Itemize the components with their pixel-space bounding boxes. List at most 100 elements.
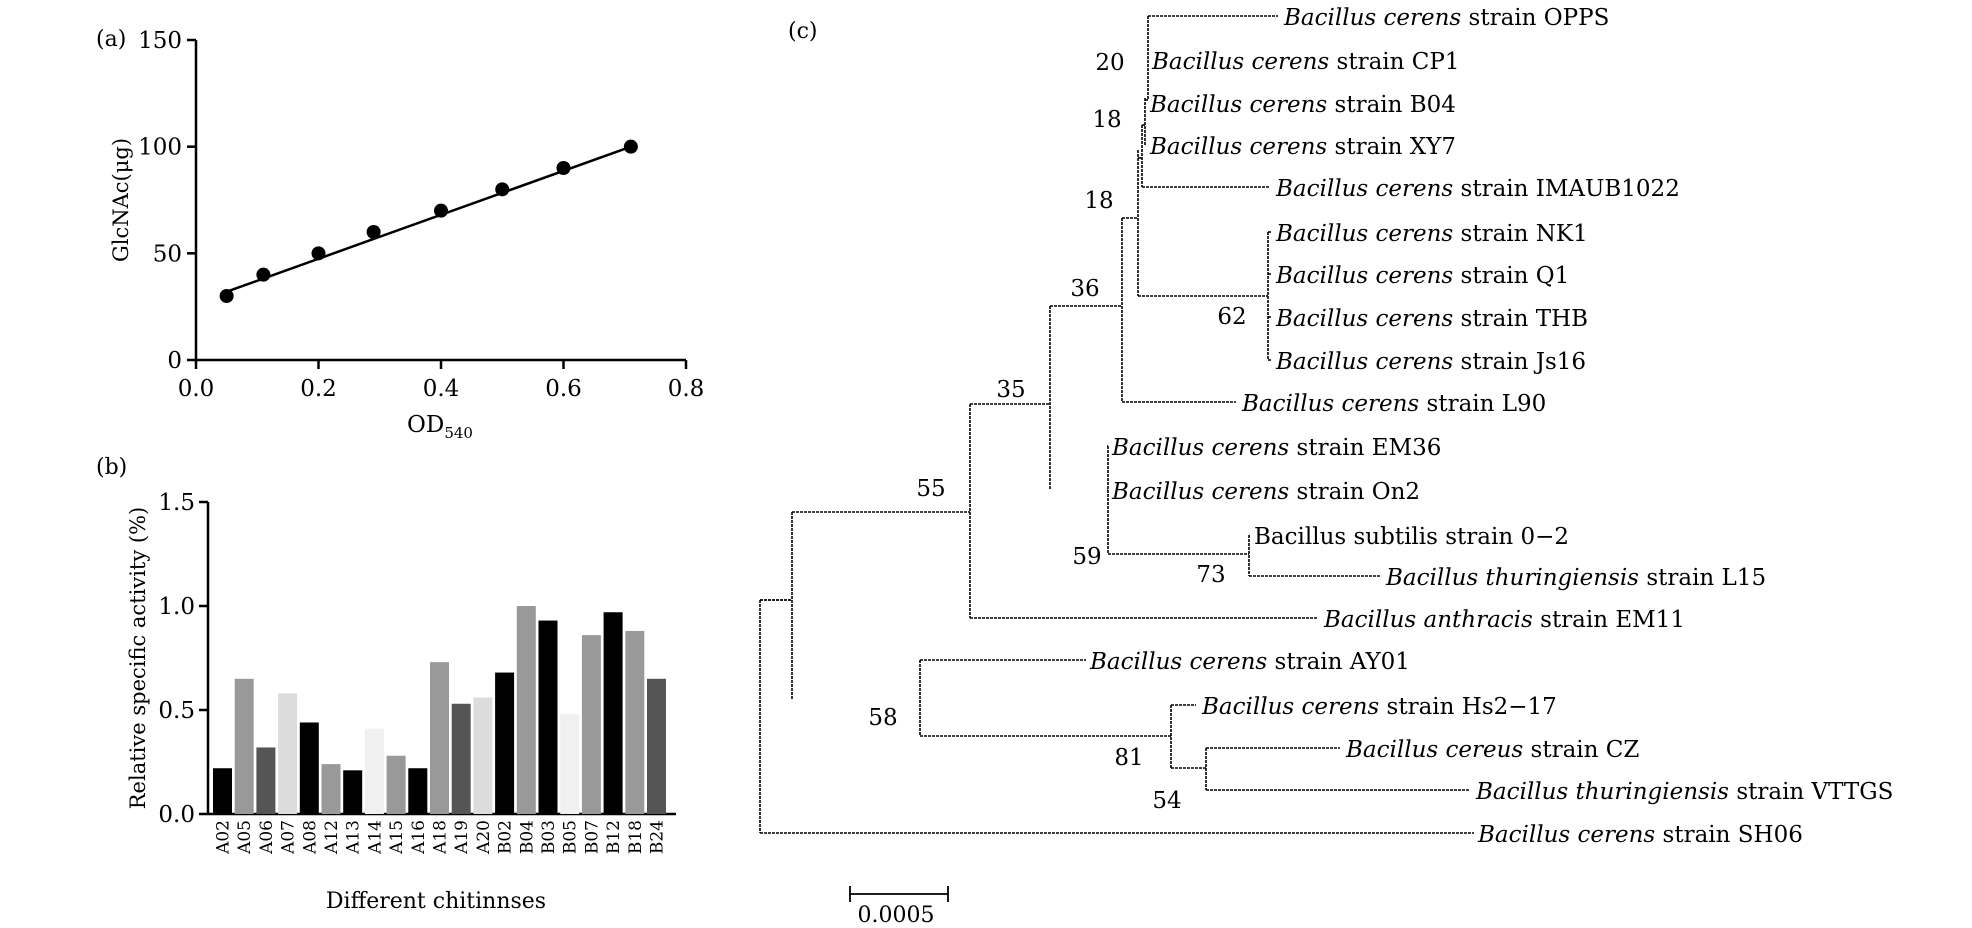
- leaf-label: Bacillus cerens strain OPPS: [1283, 5, 1609, 31]
- y-tick-label: 150: [138, 28, 182, 54]
- bootstrap-value: 18: [1084, 188, 1113, 214]
- leaf-strain: strain AY01: [1275, 649, 1410, 675]
- category-label: A08: [300, 820, 320, 855]
- leaf-genus: Bacillus cerens: [1201, 694, 1387, 720]
- bar: [299, 722, 319, 814]
- bootstrap-value: 59: [1072, 544, 1101, 570]
- bootstrap-value: 55: [916, 476, 945, 502]
- leaf-strain: strain CP1: [1337, 49, 1460, 75]
- bar: [560, 714, 580, 814]
- leaf-genus: Bacillus cerens: [1275, 263, 1461, 289]
- leaf-label: Bacillus cerens strain Hs2−17: [1201, 694, 1557, 720]
- bar: [647, 678, 666, 814]
- category-label: A13: [344, 820, 364, 855]
- category-label: B02: [496, 820, 516, 854]
- leaf-genus: Bacillus cerens: [1241, 391, 1427, 417]
- leaf-label: Bacillus subtilis strain 0−2: [1254, 524, 1569, 550]
- leaf-strain: strain NK1: [1461, 221, 1588, 247]
- leaf-label: Bacillus thuringiensis strain VTTGS: [1475, 779, 1893, 805]
- panel-a: (a) 0 50 100 150 0.0 0.2 0.4 0.6 0.8 OD540 GlcN…: [96, 27, 704, 442]
- leaf-strain: strain L90: [1427, 391, 1547, 417]
- leaf-genus: Bacillus cerens: [1477, 822, 1663, 848]
- category-label: B24: [648, 820, 668, 854]
- x-tick-label: 0.6: [545, 376, 582, 402]
- category-label: A12: [322, 820, 342, 855]
- leaf-genus: Bacillus cerens: [1275, 349, 1461, 375]
- category-label: B05: [561, 820, 581, 854]
- panel-b-y-label: Relative specific activity (%): [126, 507, 150, 810]
- leaf-genus: Bacillus cerens: [1149, 134, 1335, 160]
- leaf-genus: Bacillus cereus: [1345, 737, 1531, 763]
- data-point: [256, 267, 271, 282]
- data-point: [623, 139, 638, 154]
- leaf-strain: strain B04: [1335, 92, 1456, 118]
- x-tick-label: 0.0: [178, 376, 215, 402]
- bar: [234, 678, 254, 814]
- bar: [364, 728, 384, 814]
- panel-b-y-ticks: 0.0 0.5 1.0 1.5: [158, 490, 208, 828]
- leaf-genus: Bacillus cerens: [1111, 479, 1297, 505]
- leaf-genus: Bacillus cerens: [1283, 5, 1469, 31]
- bar: [430, 662, 449, 814]
- bar: [213, 768, 232, 814]
- data-point: [219, 289, 234, 303]
- category-label: B04: [517, 820, 537, 854]
- category-label: A07: [279, 820, 299, 855]
- panel-a-label: (a): [96, 27, 126, 52]
- category-label: A14: [365, 820, 385, 855]
- category-label: A15: [387, 820, 407, 855]
- leaf-label: Bacillus cerens strain NK1: [1275, 221, 1588, 247]
- leaf-strain: strain CZ: [1531, 737, 1640, 763]
- category-label: A18: [431, 820, 451, 855]
- panel-b: (b) 0.00.51.01.5 A02 A05 A06 A07 A08 A12 A13 A1…: [96, 455, 676, 914]
- leaf-genus: Bacillus cerens: [1275, 176, 1461, 202]
- y-tick-label: 0.5: [158, 698, 195, 724]
- leaf-genus: Bacillus cerens: [1111, 435, 1297, 461]
- panel-c: (c) Bacillus cerens strain OPPSBacillus …: [759, 5, 1893, 928]
- category-label: A02: [214, 820, 234, 855]
- leaf-label: Bacillus cerens strain L90: [1241, 391, 1546, 417]
- category-label: A20: [474, 820, 494, 855]
- leaf-label: Bacillus cerens strain CP1: [1151, 49, 1459, 75]
- leaf-label: Bacillus cerens strain EM36: [1111, 435, 1441, 461]
- bar: [256, 747, 276, 814]
- x-tick-label: 0.8: [668, 376, 705, 402]
- scale-bar-label: 0.0005: [858, 903, 935, 928]
- bar: [603, 612, 623, 814]
- leaf-genus: Bacillus anthracis: [1323, 607, 1540, 633]
- category-label: B07: [582, 820, 602, 854]
- leaf-label: Bacillus cereus strain CZ: [1345, 737, 1639, 763]
- leaf-strain: strain Js16: [1461, 349, 1587, 375]
- x-tick-label: 0.4: [423, 376, 460, 402]
- bar: [516, 606, 536, 814]
- bootstrap-value: 81: [1114, 745, 1143, 771]
- data-point: [366, 225, 381, 239]
- leaf-label: Bacillus cerens strain Q1: [1275, 263, 1569, 289]
- category-label: A05: [235, 820, 255, 855]
- bar: [495, 672, 515, 814]
- bootstrap-value: 20: [1095, 50, 1124, 76]
- bar: [538, 620, 558, 814]
- leaf-strain: strain THB: [1461, 306, 1589, 332]
- tree-bootstrap-values: 20 18 18 36 62 35 55 59 73 58 81 54: [868, 50, 1246, 814]
- y-tick-label: 1.5: [158, 490, 195, 516]
- panel-a-x-ticks: 0.0 0.2 0.4 0.6 0.8: [178, 360, 705, 402]
- leaf-label: Bacillus cerens strain SH06: [1477, 822, 1803, 848]
- bar: [451, 703, 471, 814]
- leaf-genus: Bacillus thuringiensis: [1475, 779, 1736, 805]
- x-tick-label: 0.2: [300, 376, 337, 402]
- leaf-genus: Bacillus cerens: [1089, 649, 1275, 675]
- y-tick-label: 50: [153, 241, 182, 267]
- category-label: A06: [257, 820, 277, 855]
- bootstrap-value: 62: [1217, 304, 1246, 330]
- bootstrap-value: 73: [1196, 562, 1225, 588]
- leaf-label: Bacillus cerens strain AY01: [1089, 649, 1410, 675]
- leaf-strain: strain Q1: [1461, 263, 1570, 289]
- leaf-strain: strain SH06: [1663, 822, 1803, 848]
- leaf-label: Bacillus cerens strain XY7: [1149, 134, 1456, 160]
- panel-b-x-label: Different chitinnses: [326, 889, 546, 914]
- leaf-label: Bacillus cerens strain THB: [1275, 306, 1588, 332]
- panel-a-x-label: OD540: [407, 412, 473, 442]
